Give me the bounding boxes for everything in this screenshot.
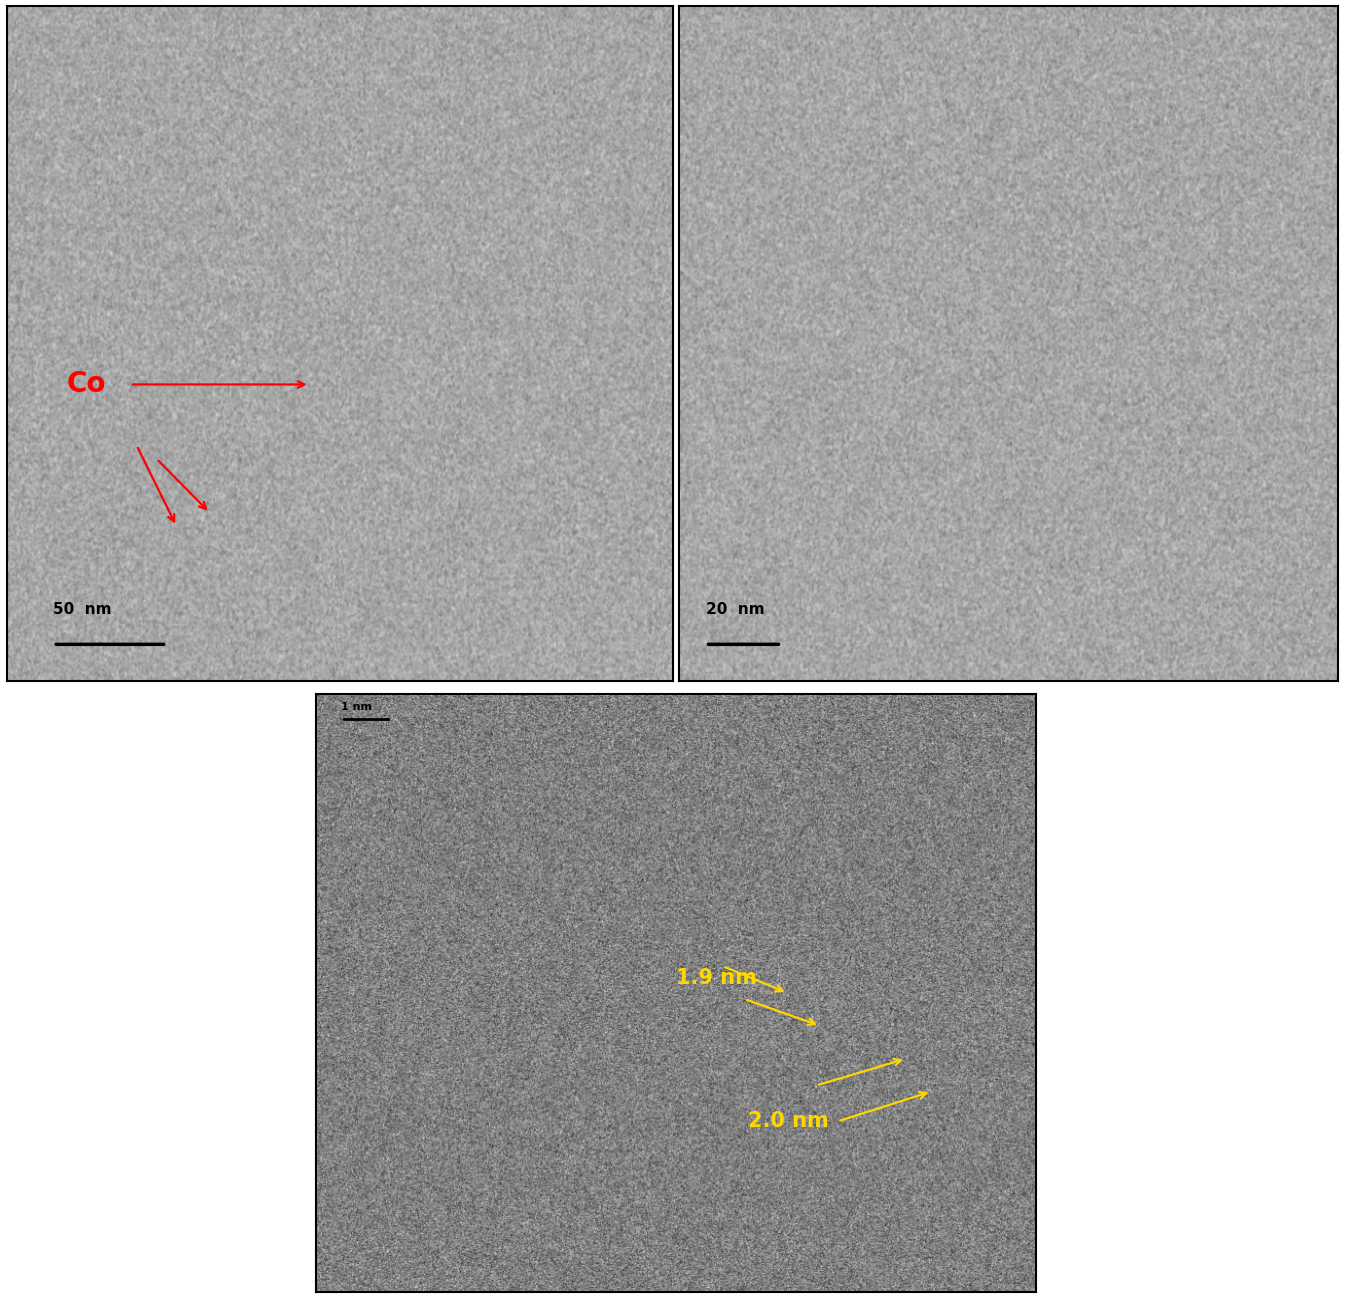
Text: 50  nm: 50 nm <box>54 602 112 618</box>
Text: Co: Co <box>67 370 106 398</box>
Text: 2.0 nm: 2.0 nm <box>748 1111 829 1132</box>
Text: 20  nm: 20 nm <box>706 602 764 618</box>
Text: 1 nm: 1 nm <box>342 702 373 713</box>
Text: 1.9 nm: 1.9 nm <box>675 968 757 988</box>
